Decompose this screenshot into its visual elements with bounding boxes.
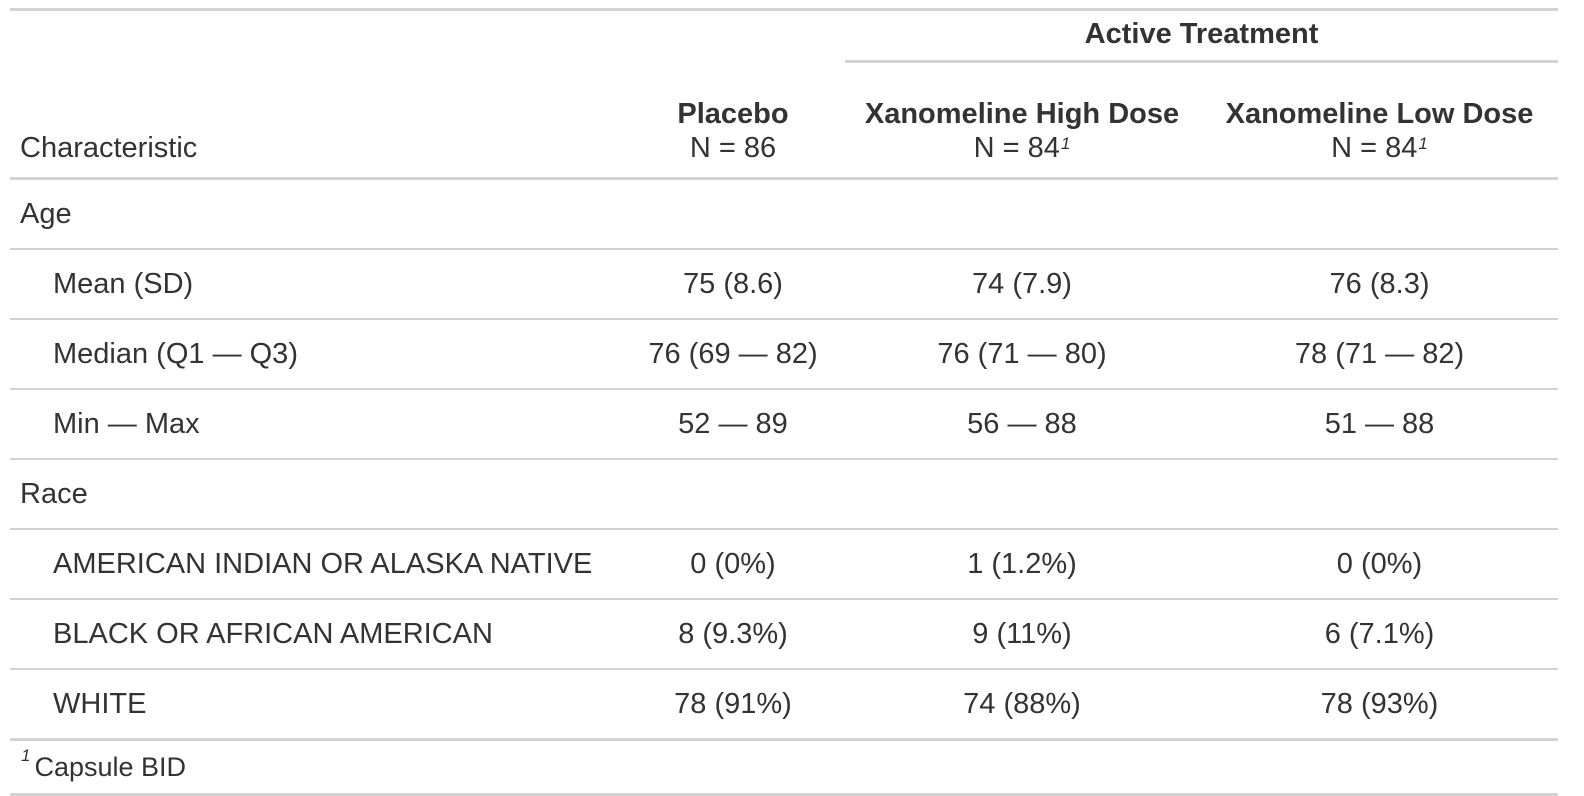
row-label: AMERICAN INDIAN OR ALASKA NATIVE — [10, 528, 623, 599]
cell-low-dose: 51 — 88 — [1201, 388, 1559, 459]
cell-low-dose: 78 (71 — 82) — [1201, 318, 1559, 389]
footnote-text: Capsule BID — [34, 751, 187, 782]
footnote-mark: 1 — [21, 745, 31, 765]
spanner-label: Active Treatment — [845, 18, 1559, 63]
table-row: BLACK OR AFRICAN AMERICAN 8 (9.3%) 9 (11… — [10, 598, 1559, 669]
cell-placebo: 0 (0%) — [623, 528, 843, 599]
table-row: AMERICAN INDIAN OR ALASKA NATIVE 0 (0%) … — [10, 528, 1559, 599]
table-row: Mean (SD) 75 (8.6) 74 (7.9) 76 (8.3) — [10, 248, 1559, 319]
column-n: N = 841 — [843, 131, 1201, 177]
footnote-mark: 1 — [1060, 134, 1071, 153]
row-label: Min — Max — [10, 388, 623, 459]
column-header-high-dose: Xanomeline High Dose N = 841 — [843, 69, 1201, 180]
cell-low-dose: 76 (8.3) — [1201, 248, 1559, 319]
column-n-text: N = 84 — [1331, 132, 1418, 164]
column-header-row: Characteristic Placebo N = 86 Xanomeline… — [10, 69, 1559, 180]
spanner-empty-cell — [10, 8, 843, 69]
table-row: Median (Q1 — Q3) 76 (69 — 82) 76 (71 — 8… — [10, 318, 1559, 389]
cell-high-dose: 76 (71 — 80) — [843, 318, 1201, 389]
column-header-placebo: Placebo N = 86 — [623, 69, 843, 180]
cell-placebo: 78 (91%) — [623, 668, 843, 740]
row-label: Median (Q1 — Q3) — [10, 318, 623, 389]
table-row: WHITE 78 (91%) 74 (88%) 78 (93%) — [10, 668, 1559, 740]
footnote: 1 Capsule BID — [10, 738, 1559, 796]
group-label: Age — [20, 197, 72, 230]
row-label: BLACK OR AFRICAN AMERICAN — [10, 598, 623, 669]
cell-low-dose: 6 (7.1%) — [1201, 598, 1559, 669]
summary-table-container: Active Treatment Characteristic Placebo … — [10, 8, 1559, 796]
cell-high-dose: 74 (7.9) — [843, 248, 1201, 319]
cell-high-dose: 9 (11%) — [843, 598, 1201, 669]
summary-table: Active Treatment Characteristic Placebo … — [10, 8, 1559, 796]
column-name: Xanomeline Low Dose — [1225, 98, 1534, 130]
column-header-low-dose: Xanomeline Low Dose N = 841 — [1201, 69, 1559, 180]
cell-low-dose: 78 (93%) — [1201, 668, 1559, 740]
group-row-race: Race — [10, 458, 1559, 529]
cell-high-dose: 56 — 88 — [843, 388, 1201, 459]
group-row-age: Age — [10, 179, 1558, 250]
table-row: Min — Max 52 — 89 56 — 88 51 — 88 — [10, 388, 1559, 459]
cell-low-dose: 0 (0%) — [1201, 528, 1559, 599]
column-name: Xanomeline High Dose — [864, 98, 1180, 130]
characteristic-header: Characteristic — [10, 69, 623, 180]
footnote-mark: 1 — [1418, 134, 1428, 153]
column-name: Placebo — [677, 98, 789, 130]
group-label: Race — [10, 458, 1559, 529]
cell-high-dose: 1 (1.2%) — [843, 528, 1201, 599]
spanner-header-cell: Active Treatment — [843, 8, 1559, 69]
column-n-text: N = 84 — [973, 132, 1060, 164]
row-label: WHITE — [10, 668, 623, 740]
cell-high-dose: 74 (88%) — [843, 668, 1201, 740]
cell-placebo: 8 (9.3%) — [623, 598, 843, 669]
cell-placebo: 76 (69 — 82) — [623, 318, 843, 389]
column-n: N = 841 — [1201, 131, 1558, 177]
cell-placebo: 52 — 89 — [623, 388, 843, 459]
row-label: Mean (SD) — [10, 248, 623, 319]
column-n: N = 86 — [623, 131, 843, 177]
column-n-text: N = 86 — [689, 132, 777, 164]
cell-placebo: 75 (8.6) — [623, 248, 843, 319]
footnote-row: 1 Capsule BID — [10, 738, 1559, 796]
spanner-header-row: Active Treatment — [10, 8, 1559, 69]
